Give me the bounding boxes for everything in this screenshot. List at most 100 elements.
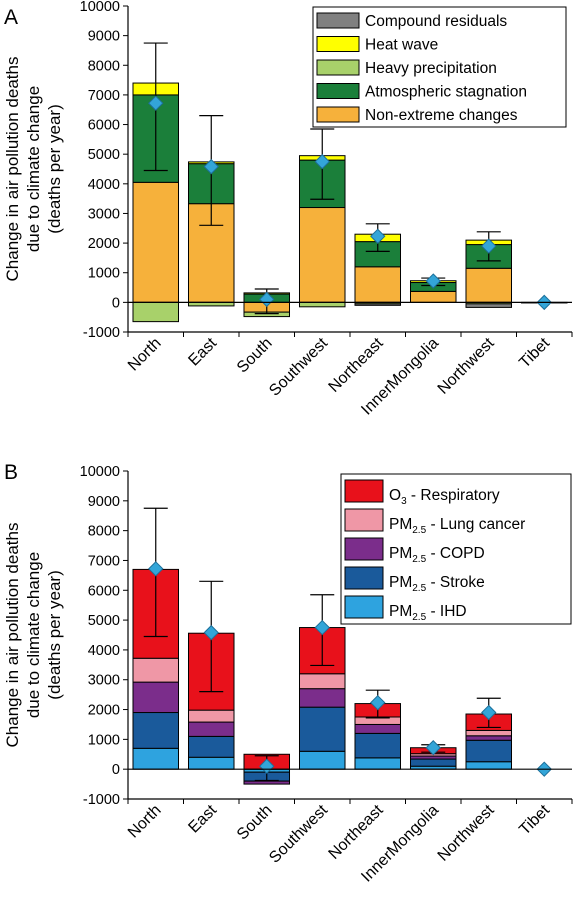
legend-label: Heat wave bbox=[365, 37, 438, 54]
legend-label: PM2.5 - IHD bbox=[389, 603, 467, 623]
legend-swatch bbox=[316, 12, 360, 29]
bar-segment bbox=[354, 757, 402, 770]
bar-segment bbox=[298, 673, 346, 690]
legend-swatch bbox=[316, 83, 360, 99]
legend-label: Compound residuals bbox=[365, 13, 507, 30]
y-tick-label: 4000 bbox=[88, 177, 120, 193]
y-tick-label: 1000 bbox=[88, 732, 120, 748]
y-tick-label: 3000 bbox=[88, 206, 120, 222]
category-label: Southwest bbox=[266, 334, 331, 399]
y-tick-label: 6000 bbox=[88, 118, 120, 134]
category-label: North bbox=[125, 335, 165, 375]
bar-segment bbox=[465, 761, 513, 770]
legend-label-rest: - Stroke bbox=[426, 574, 485, 591]
legend-label-rest: - Respiratory bbox=[407, 487, 500, 504]
legend-swatch bbox=[316, 106, 360, 123]
net-change-marker bbox=[481, 704, 497, 721]
legend-label-subscript: 2.5 bbox=[412, 525, 426, 536]
bar-segment bbox=[132, 747, 180, 770]
y-tick-label: 0 bbox=[112, 295, 120, 311]
legend-label-subscript: 3 bbox=[401, 496, 407, 507]
net-change-marker bbox=[148, 95, 164, 111]
legend-swatch bbox=[344, 479, 384, 503]
category-label: South bbox=[234, 802, 276, 844]
category-label: Northwest bbox=[435, 801, 498, 864]
bar-segment bbox=[465, 735, 513, 741]
legend-label-subscript: 2.5 bbox=[412, 554, 426, 565]
bar-segment bbox=[298, 688, 346, 708]
bar-segment bbox=[354, 266, 402, 303]
bar-segment bbox=[243, 780, 291, 785]
y-axis-label: (deaths per year) bbox=[45, 570, 64, 699]
bar-segment bbox=[298, 706, 346, 752]
y-tick-label: 10000 bbox=[80, 464, 120, 480]
bar-segment bbox=[465, 729, 513, 737]
legend-label-subscript: 2.5 bbox=[412, 583, 426, 594]
legend-swatch bbox=[344, 595, 384, 619]
legend-label: Atmospheric stagnation bbox=[365, 84, 527, 101]
bar-segment bbox=[132, 712, 180, 749]
category-label: Northwest bbox=[435, 334, 498, 397]
bar-segment bbox=[187, 756, 235, 770]
category-label: Southwest bbox=[266, 801, 331, 866]
legend-label: PM2.5 - Stroke bbox=[389, 574, 485, 594]
net-change-marker bbox=[203, 158, 219, 175]
y-tick-label: 10000 bbox=[80, 0, 120, 15]
legend-swatch bbox=[316, 59, 360, 76]
y-tick-label: 5000 bbox=[88, 613, 120, 629]
bar-segment bbox=[132, 657, 180, 683]
bar-segment bbox=[187, 721, 235, 737]
net-change-marker bbox=[425, 273, 441, 289]
y-axis-label: Change in air pollution deaths bbox=[3, 523, 22, 748]
bar-segment bbox=[409, 758, 457, 767]
y-tick-label: 9000 bbox=[88, 29, 120, 45]
y-tick-label: 7000 bbox=[88, 553, 120, 569]
legend-label-main: PM bbox=[389, 516, 412, 533]
bar-segment bbox=[187, 735, 235, 758]
net-change-marker bbox=[425, 740, 441, 756]
legend-swatch bbox=[344, 508, 384, 532]
bar-segment bbox=[132, 301, 180, 323]
legend-label-main: PM bbox=[389, 545, 412, 562]
y-tick-label: 8000 bbox=[88, 58, 120, 74]
bar-segment bbox=[354, 732, 402, 759]
legend-label-main: O bbox=[389, 487, 401, 504]
category-label: East bbox=[185, 801, 220, 836]
panel-a-chart: A Change in air pollution deaths due to cl… bbox=[3, 0, 573, 419]
bar-segment bbox=[132, 681, 180, 714]
legend-label-rest: - COPD bbox=[426, 545, 485, 562]
y-tick-label: 4000 bbox=[88, 643, 120, 659]
bar-segment bbox=[465, 739, 513, 763]
net-change-marker bbox=[370, 228, 386, 244]
net-change-marker bbox=[203, 624, 219, 641]
y-tick-label: 7000 bbox=[88, 88, 120, 104]
bar-segment bbox=[465, 303, 513, 308]
y-tick-label: 6000 bbox=[88, 583, 120, 599]
category-label: South bbox=[234, 335, 276, 377]
y-axis-label: Change in air pollution deaths bbox=[3, 57, 22, 282]
bar-segment bbox=[298, 301, 346, 308]
y-axis-label: due to climate change bbox=[24, 86, 43, 252]
bar-segment bbox=[354, 303, 402, 306]
y-tick-label: 2000 bbox=[88, 236, 120, 252]
y-tick-label: -1000 bbox=[83, 325, 120, 341]
legend-label-main: PM bbox=[389, 574, 412, 591]
y-tick-label: -1000 bbox=[83, 792, 120, 808]
net-change-marker bbox=[148, 561, 164, 577]
panel-b-chart: B Change in air pollution deaths due to cl… bbox=[3, 461, 573, 886]
legend-label: PM2.5 - COPD bbox=[389, 545, 485, 565]
category-label: North bbox=[125, 802, 165, 842]
legend-label-subscript: 2.5 bbox=[412, 612, 426, 623]
bar-segment bbox=[298, 207, 346, 303]
legend-label: PM2.5 - Lung cancer bbox=[389, 516, 525, 536]
y-tick-label: 8000 bbox=[88, 524, 120, 540]
bar-segment bbox=[298, 750, 346, 770]
legend-label: Heavy precipitation bbox=[365, 60, 497, 77]
net-change-marker bbox=[314, 619, 330, 636]
legend-label-rest: - Lung cancer bbox=[426, 516, 525, 533]
legend-swatch bbox=[316, 36, 360, 52]
y-tick-label: 5000 bbox=[88, 147, 120, 163]
y-tick-label: 1000 bbox=[88, 266, 120, 282]
y-axis-label: (deaths per year) bbox=[45, 104, 64, 233]
category-label: East bbox=[185, 334, 220, 369]
